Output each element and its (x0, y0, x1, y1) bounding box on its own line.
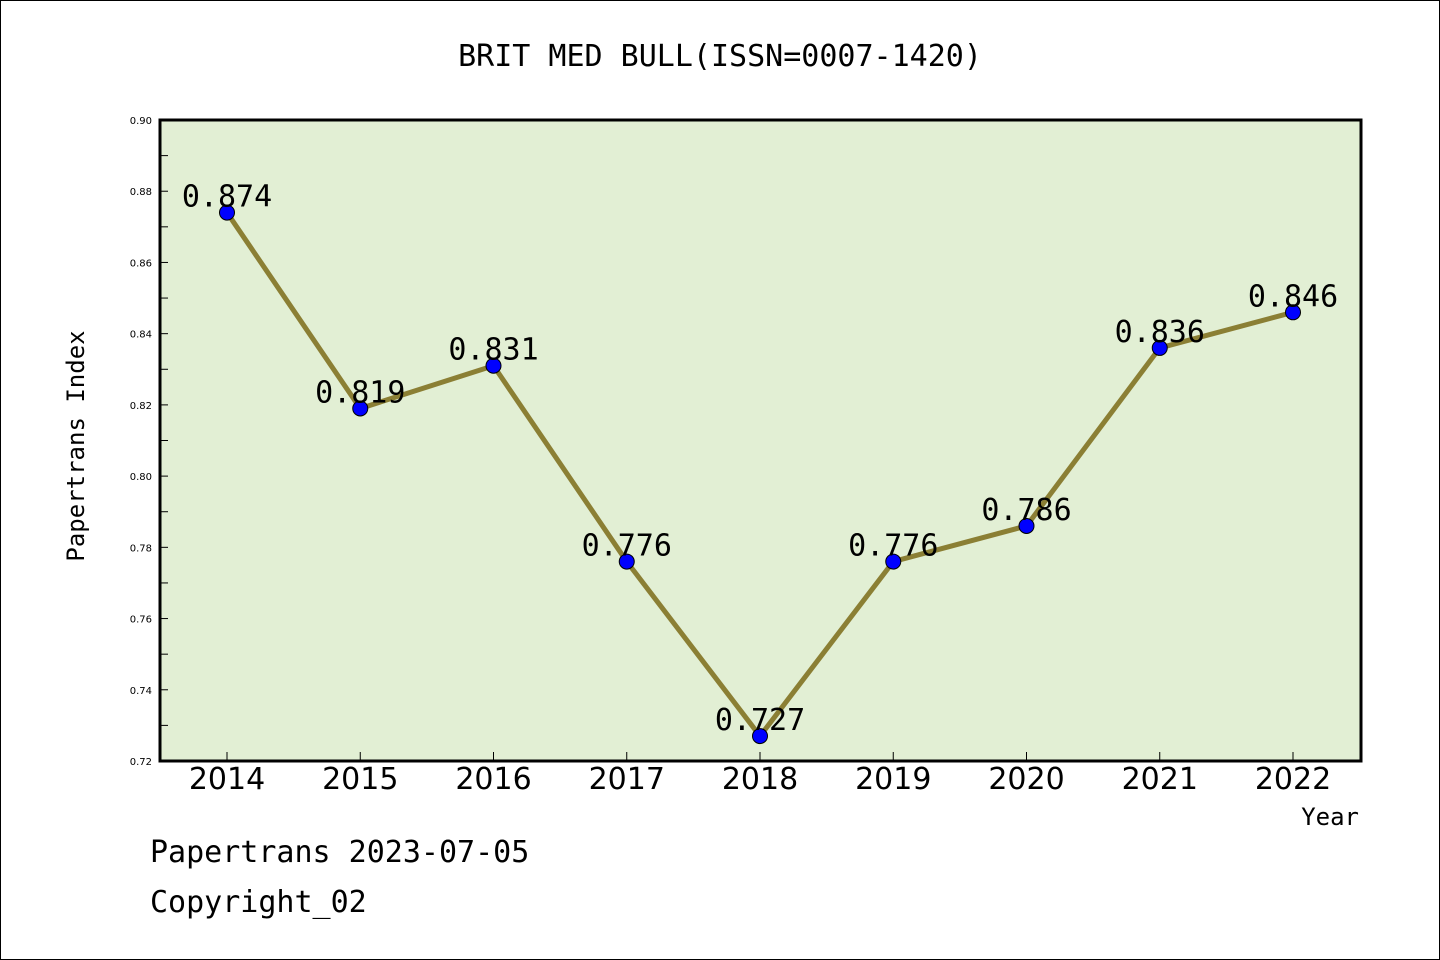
series-line (219, 204, 1301, 745)
footer-copyright: Copyright_02 (150, 885, 367, 920)
x-axis-label: Year (1301, 803, 1359, 831)
y-axis: 0.72 0.74 0.76 0.78 0.80 0.82 0.84 0.86 0.88 0.90 (130, 116, 168, 768)
x-tick-label: 2016 (455, 762, 531, 797)
data-point-marker (1018, 517, 1035, 534)
y-tick-label: 0.80 (130, 472, 152, 483)
plot-area (158, 118, 1363, 763)
data-label: 0.727 (715, 703, 805, 738)
x-axis: 2014 2015 2016 2017 2018 2019 2020 2021 2022 (189, 752, 1331, 797)
y-tick-label: 0.86 (130, 258, 152, 269)
data-label: 0.786 (981, 493, 1071, 528)
y-axis-label: Papertrans Index (62, 330, 90, 561)
data-label: 0.874 (182, 180, 272, 215)
x-tick-label: 2022 (1255, 762, 1331, 797)
data-label: 0.846 (1248, 279, 1338, 314)
y-tick-label: 0.78 (130, 543, 152, 554)
x-tick-label: 2014 (189, 762, 265, 797)
data-point-marker (1285, 304, 1301, 321)
x-tick-label: 2015 (322, 762, 398, 797)
y-tick-label: 0.76 (130, 615, 152, 626)
y-tick-label: 0.82 (130, 401, 152, 412)
data-point-marker (752, 728, 768, 745)
x-tick-label: 2021 (1122, 762, 1198, 797)
x-tick-label: 2019 (855, 762, 931, 797)
chart-title: BRIT MED BULL(ISSN=0007-1420) (458, 39, 982, 74)
data-label: 0.819 (315, 375, 405, 410)
y-tick-label: 0.84 (130, 330, 152, 341)
y-tick-label: 0.90 (130, 116, 152, 127)
data-label: 0.836 (1115, 315, 1205, 350)
data-label: 0.776 (848, 529, 938, 564)
data-point-marker (352, 400, 369, 417)
y-tick-label: 0.74 (130, 686, 152, 697)
data-point-marker (485, 357, 502, 374)
y-tick-label: 0.72 (130, 757, 152, 768)
x-tick-label: 2017 (589, 762, 665, 797)
footer-date: Papertrans 2023-07-05 (150, 835, 530, 870)
data-labels: 0.874 0.819 0.831 0.776 0.727 0.776 0.786 0.836… (182, 180, 1338, 738)
x-tick-label: 2020 (988, 762, 1064, 797)
data-point-marker (1151, 339, 1168, 356)
data-label: 0.831 (448, 333, 538, 368)
x-tick-label: 2018 (722, 762, 798, 797)
data-point-marker (885, 553, 902, 570)
data-label: 0.776 (582, 529, 672, 564)
y-tick-label: 0.88 (130, 187, 152, 198)
data-point-marker (219, 204, 235, 221)
data-point-marker (618, 553, 635, 570)
